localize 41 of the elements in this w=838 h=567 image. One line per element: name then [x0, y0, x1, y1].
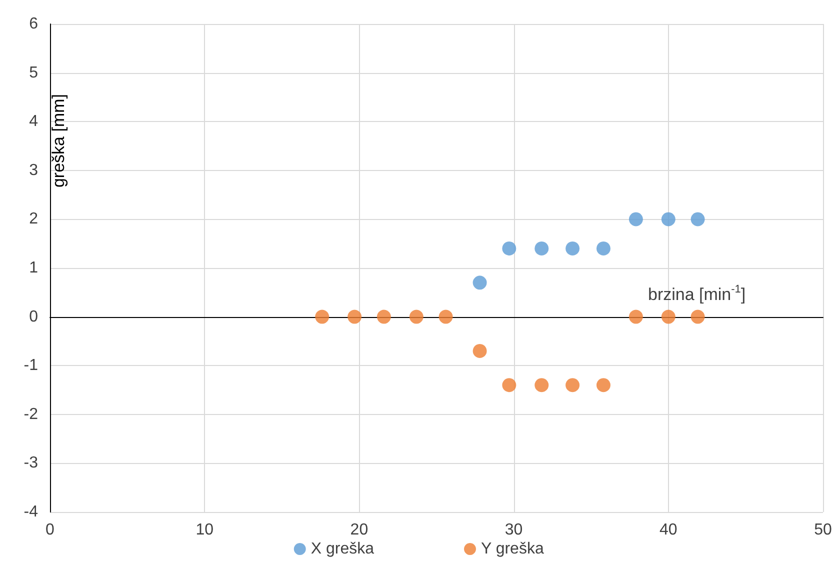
x-tick-label: 10 [196, 522, 214, 538]
point [534, 378, 549, 392]
point [566, 241, 580, 256]
point [596, 241, 610, 256]
point [596, 378, 610, 392]
y-tick-label: -4 [24, 504, 38, 520]
y-tick-label: -2 [24, 406, 38, 423]
point [628, 310, 643, 324]
point [438, 310, 453, 324]
y-tick-label: 4 [29, 113, 38, 130]
point [502, 378, 516, 392]
y-tick-label: 1 [29, 260, 38, 276]
point [472, 276, 487, 290]
x-tick-label: 50 [814, 522, 832, 538]
point [348, 310, 362, 324]
x-tick-label: 0 [46, 522, 55, 538]
legend-label: X greška [310, 540, 374, 558]
point [409, 310, 424, 324]
y-tick-label: -3 [24, 454, 38, 472]
point [628, 212, 643, 226]
point [502, 241, 516, 256]
point [315, 310, 330, 324]
point [661, 310, 676, 324]
legend-label: Y greška [481, 540, 544, 558]
y-tick-label: 2 [29, 210, 38, 228]
y-tick-label: 0 [29, 308, 38, 326]
point [690, 212, 705, 226]
x-tick-label: 30 [504, 522, 523, 538]
point [534, 241, 549, 256]
point [376, 310, 391, 324]
y-tick-label: -1 [24, 357, 38, 374]
x-tick-label: 40 [660, 522, 678, 538]
point [661, 212, 676, 226]
point [472, 344, 487, 358]
y-tick-label: 5 [29, 64, 38, 82]
y-tick-label: 3 [29, 162, 38, 179]
x-tick-label: 20 [350, 522, 368, 538]
y-axis-title: greška [mm] [49, 94, 68, 188]
point [566, 378, 580, 392]
y-tick-label: 6 [29, 16, 38, 32]
point [690, 310, 705, 324]
